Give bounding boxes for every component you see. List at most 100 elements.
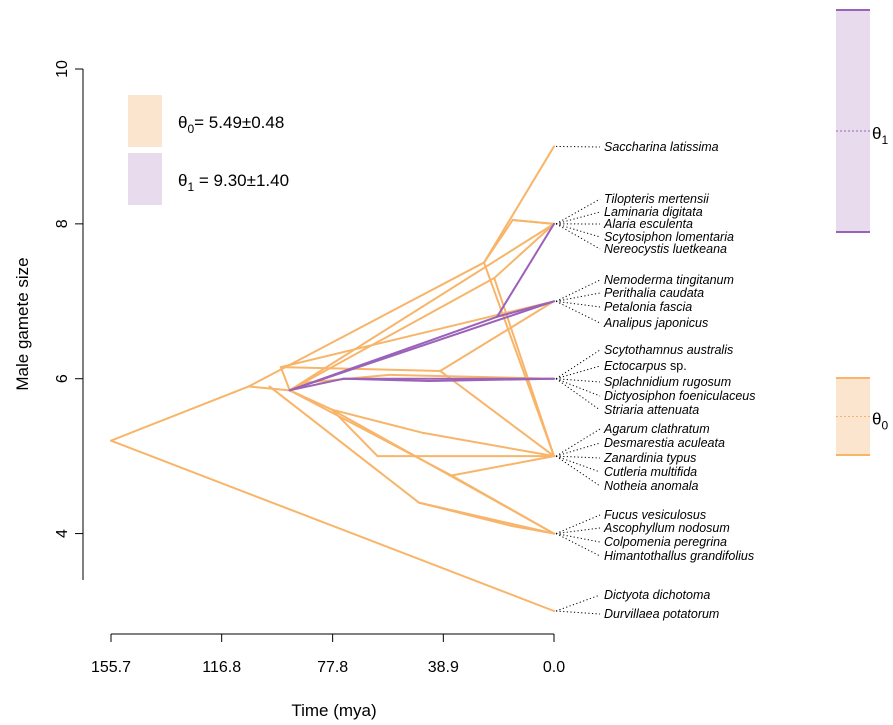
tip-genus: Himantothallus xyxy=(604,549,690,563)
x-tick-label: 38.9 xyxy=(428,659,459,676)
x-tick-label: 0.0 xyxy=(543,659,565,676)
tip-epithet: mertensii xyxy=(658,192,710,206)
optimum-subscript: 0 xyxy=(881,419,888,433)
branch-regime-0 xyxy=(493,222,555,280)
branch-regime-0 xyxy=(331,408,425,434)
tip-connector xyxy=(555,300,601,308)
tip-connector xyxy=(555,279,601,302)
tip-label: Tilopteris mertensii xyxy=(604,192,710,206)
legend-value: = 9.30±1.40 xyxy=(194,171,289,190)
tip-label: Himantothallus grandifolius xyxy=(604,549,754,563)
branch-regime-1 xyxy=(496,222,555,318)
tip-epithet: aculeata xyxy=(678,436,725,450)
branch-regime-0 xyxy=(279,300,555,369)
tip-label: Durvillaea potatorum xyxy=(604,607,719,621)
tip-labels: Dictyota dichotoma Durvillaea potatorum Fu… xyxy=(555,140,756,621)
legend-symbol: θ xyxy=(178,171,187,190)
tip-epithet: fascia xyxy=(660,300,693,314)
tip-genus: Laminaria xyxy=(604,205,662,219)
tip-epithet: sp. xyxy=(670,359,687,373)
tip-connector xyxy=(555,349,601,380)
y-tick-label: 6 xyxy=(54,374,71,383)
branch-regime-1 xyxy=(342,377,430,383)
tip-epithet: grandifolius xyxy=(690,549,754,563)
branch-regime-0 xyxy=(439,369,555,458)
tip-connector xyxy=(555,292,601,302)
tip-genus: Desmarestia xyxy=(604,436,678,450)
tip-connector xyxy=(555,442,601,457)
tip-epithet: foeniculaceus xyxy=(679,389,755,403)
tip-epithet: anomala xyxy=(651,479,699,493)
tip-genus: Dictyosiphon xyxy=(604,389,679,403)
optimum-label-theta-1: θ1 xyxy=(872,124,888,147)
tip-epithet: japonicus xyxy=(653,316,708,330)
branch-regime-0 xyxy=(288,389,453,477)
legend-label-theta-1: θ1 = 9.30±1.40 xyxy=(178,171,289,194)
tip-epithet: lomentaria xyxy=(676,230,734,244)
branch-regime-0 xyxy=(110,385,250,442)
tip-epithet: peregrina xyxy=(673,535,727,549)
x-axis: 155.7 116.8 77.8 38.9 0.0 Time (mya) xyxy=(91,633,565,720)
tip-epithet: attenuata xyxy=(647,403,699,417)
legend-subscript: 1 xyxy=(187,180,194,194)
tree-branches xyxy=(110,145,555,612)
tip-genus: Dictyota xyxy=(604,588,653,602)
tip-epithet: tingitanum xyxy=(676,273,734,287)
branch-regime-0 xyxy=(247,385,291,392)
tip-epithet: multifida xyxy=(651,465,698,479)
tip-label: Striaria attenuata xyxy=(604,403,699,417)
tip-label: Saccharina latissima xyxy=(604,140,719,154)
optimum-band-theta-1 xyxy=(836,10,870,232)
tip-connector xyxy=(555,145,601,148)
tip-genus: Alaria xyxy=(603,217,639,231)
tip-connector xyxy=(555,428,601,457)
tip-label: Dictyosiphon foeniculaceus xyxy=(604,389,756,403)
tip-connector xyxy=(555,365,601,380)
tip-genus: Agarum xyxy=(603,422,651,436)
legend-label-theta-0: θ0= 5.49±0.48 xyxy=(178,113,284,136)
tip-genus: Scytosiphon xyxy=(604,230,676,244)
tip-genus: Analipus xyxy=(603,316,655,330)
branch-regime-0 xyxy=(288,277,496,392)
tip-genus: Nemoderma xyxy=(604,273,676,287)
tip-label: Fucus vesiculosus xyxy=(604,508,706,522)
tip-connector xyxy=(555,223,601,250)
y-tick-label: 8 xyxy=(54,219,71,228)
tip-connector xyxy=(555,300,601,324)
tip-genus: Perithalia xyxy=(604,286,660,300)
tip-genus: Striaria xyxy=(604,403,647,417)
optimum-symbol: θ xyxy=(872,124,881,143)
branch-regime-0 xyxy=(510,524,555,535)
legend-symbol: θ xyxy=(178,113,187,132)
tip-label: Dictyota dichotoma xyxy=(604,588,710,602)
legend-subscript: 0 xyxy=(187,122,194,136)
tip-label: Analipus japonicus xyxy=(603,316,708,330)
tip-label: Scytosiphon lomentaria xyxy=(604,230,734,244)
x-tick-label: 77.8 xyxy=(317,659,348,676)
optimum-subscript: 1 xyxy=(881,133,888,147)
tip-label: Scytothamnus australis xyxy=(604,343,733,357)
tip-label: Ectocarpus sp. xyxy=(604,359,687,373)
optimum-label-theta-0: θ0 xyxy=(872,410,888,433)
legend-swatch-theta-0 xyxy=(128,95,162,147)
tip-genus: Fucus xyxy=(604,508,642,522)
legend-swatch-theta-1 xyxy=(128,153,162,205)
tip-genus: Colpomenia xyxy=(604,535,674,549)
tip-epithet: digitata xyxy=(662,205,702,219)
tip-epithet: caudata xyxy=(660,286,705,300)
branch-regime-0 xyxy=(279,366,291,392)
branch-regime-0 xyxy=(422,431,555,458)
branch-regime-0 xyxy=(493,277,555,458)
tip-epithet: clathratum xyxy=(651,422,709,436)
tip-genus: Zanardinia xyxy=(603,451,667,465)
tip-label: Laminaria digitata xyxy=(604,205,703,219)
tip-epithet: potatorum xyxy=(662,607,719,621)
tip-connector xyxy=(555,455,601,459)
tip-epithet: dichotoma xyxy=(653,588,711,602)
tip-genus: Cutleria xyxy=(604,465,651,479)
tip-epithet: luetkeana xyxy=(673,242,727,256)
y-tick-label: 4 xyxy=(54,529,71,538)
tip-connector xyxy=(555,594,601,612)
tip-epithet: latissima xyxy=(670,140,719,154)
